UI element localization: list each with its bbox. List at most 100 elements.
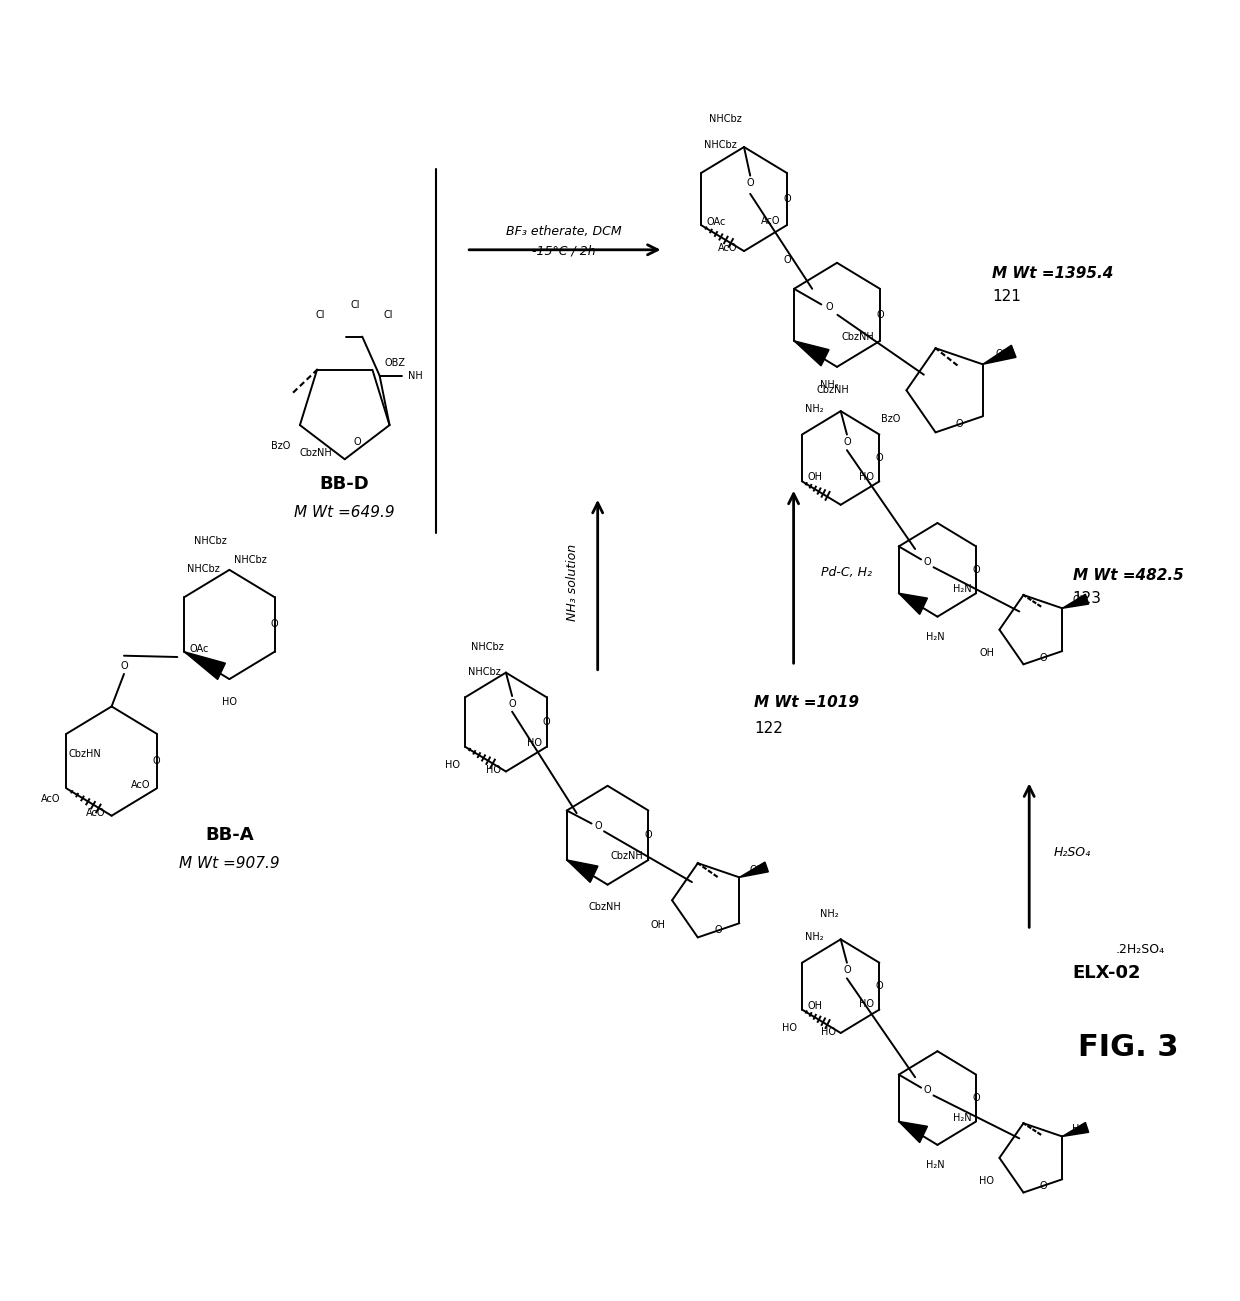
Text: BB-D: BB-D: [320, 475, 370, 493]
Text: NHCbz: NHCbz: [471, 641, 503, 652]
Text: M Wt =482.5: M Wt =482.5: [1073, 567, 1183, 583]
Text: O: O: [972, 565, 980, 575]
Polygon shape: [739, 863, 769, 877]
Text: O: O: [955, 419, 963, 429]
Text: O: O: [924, 557, 931, 567]
Text: O: O: [120, 661, 128, 671]
Text: NH₂: NH₂: [805, 403, 823, 414]
Polygon shape: [567, 860, 598, 882]
Text: Cl: Cl: [315, 310, 325, 320]
Text: -15°C / 2h: -15°C / 2h: [532, 245, 596, 258]
Text: O: O: [594, 821, 601, 831]
Text: HO: HO: [486, 765, 501, 775]
Text: HO: HO: [445, 760, 460, 770]
Text: 121: 121: [992, 289, 1021, 304]
Text: NHCbz: NHCbz: [187, 563, 219, 574]
Text: M Wt =1019: M Wt =1019: [754, 695, 859, 710]
Text: NH₂: NH₂: [805, 932, 823, 942]
Text: CbzNH: CbzNH: [589, 902, 621, 912]
Text: H₂N: H₂N: [925, 632, 945, 643]
Polygon shape: [794, 341, 830, 366]
Text: O: O: [843, 965, 851, 976]
Text: NH: NH: [408, 371, 423, 381]
Text: BF₃ etherate, DCM: BF₃ etherate, DCM: [506, 225, 622, 238]
Text: FIG. 3: FIG. 3: [1078, 1033, 1179, 1062]
Text: OH: OH: [807, 1000, 822, 1011]
Text: OH: OH: [651, 920, 666, 930]
Text: OH: OH: [749, 865, 764, 874]
Text: AcO: AcO: [761, 216, 781, 226]
Text: OH: OH: [807, 472, 822, 483]
Polygon shape: [983, 345, 1016, 364]
Text: O: O: [508, 699, 516, 709]
Polygon shape: [899, 593, 928, 614]
Text: AcO: AcO: [41, 794, 61, 804]
Text: AcO: AcO: [131, 779, 150, 790]
Text: O: O: [924, 1085, 931, 1095]
Text: ELX-02: ELX-02: [1073, 964, 1141, 982]
Polygon shape: [185, 652, 226, 679]
Text: M Wt =1395.4: M Wt =1395.4: [992, 265, 1114, 281]
Text: AcO: AcO: [86, 808, 105, 818]
Text: H₂N: H₂N: [925, 1160, 945, 1171]
Text: BzO: BzO: [880, 414, 900, 424]
Text: OH: OH: [1073, 596, 1087, 605]
Text: H₂SO₄: H₂SO₄: [1054, 846, 1091, 859]
Text: OH: OH: [980, 648, 994, 658]
Text: HO: HO: [527, 738, 542, 748]
Text: CbzHN: CbzHN: [69, 749, 102, 760]
Text: Cl: Cl: [350, 301, 360, 311]
Text: OAc: OAc: [706, 217, 725, 228]
Text: O: O: [877, 310, 884, 320]
Text: NHCbz: NHCbz: [703, 139, 737, 150]
Text: O: O: [825, 302, 833, 312]
Text: NHCbz: NHCbz: [234, 554, 267, 565]
Text: O: O: [784, 255, 791, 265]
Text: BzO: BzO: [270, 441, 290, 450]
Text: NHCbz: NHCbz: [467, 666, 501, 677]
Text: OBz: OBz: [996, 349, 1014, 359]
Text: NH₃ solution: NH₃ solution: [567, 544, 579, 622]
Text: HO: HO: [859, 999, 874, 1010]
Text: HO: HO: [782, 1023, 797, 1033]
Text: M Wt =907.9: M Wt =907.9: [179, 856, 280, 872]
Polygon shape: [1063, 1123, 1089, 1137]
Text: O: O: [714, 925, 723, 935]
Text: OBZ: OBZ: [384, 358, 405, 368]
Text: BB-A: BB-A: [205, 826, 254, 844]
Text: HO: HO: [980, 1176, 994, 1187]
Text: O: O: [875, 453, 883, 463]
Text: O: O: [270, 619, 278, 630]
Text: H₂N: H₂N: [952, 1112, 971, 1123]
Text: Cl: Cl: [383, 310, 393, 320]
Text: O: O: [746, 178, 754, 189]
Text: NHCbz: NHCbz: [709, 113, 742, 124]
Text: .2H₂SO₄: .2H₂SO₄: [1116, 943, 1166, 956]
Text: 123: 123: [1073, 591, 1101, 606]
Text: NHCbz: NHCbz: [195, 536, 227, 546]
Text: CbzNH: CbzNH: [841, 332, 874, 342]
Text: O: O: [875, 981, 883, 991]
Text: OAc: OAc: [190, 644, 208, 654]
Text: HO: HO: [821, 1026, 836, 1037]
Text: 122: 122: [754, 721, 782, 736]
Text: O: O: [1039, 1181, 1047, 1190]
Text: CbzNH: CbzNH: [817, 385, 849, 396]
Text: O: O: [353, 437, 361, 448]
Text: Pd-C, H₂: Pd-C, H₂: [821, 566, 872, 579]
Text: AcO: AcO: [718, 243, 738, 254]
Polygon shape: [899, 1121, 928, 1142]
Text: O: O: [543, 717, 551, 727]
Text: CbzNH: CbzNH: [300, 448, 332, 458]
Text: O: O: [1039, 653, 1047, 662]
Text: M Wt =649.9: M Wt =649.9: [294, 505, 396, 520]
Text: HO: HO: [859, 472, 874, 483]
Text: NH₂: NH₂: [820, 908, 838, 919]
Text: O: O: [784, 194, 791, 204]
Text: H₂N: H₂N: [952, 584, 971, 595]
Text: HO: HO: [222, 697, 237, 708]
Text: O: O: [153, 756, 160, 766]
Text: NH₂: NH₂: [820, 380, 838, 390]
Text: O: O: [645, 830, 652, 840]
Text: O: O: [972, 1093, 980, 1103]
